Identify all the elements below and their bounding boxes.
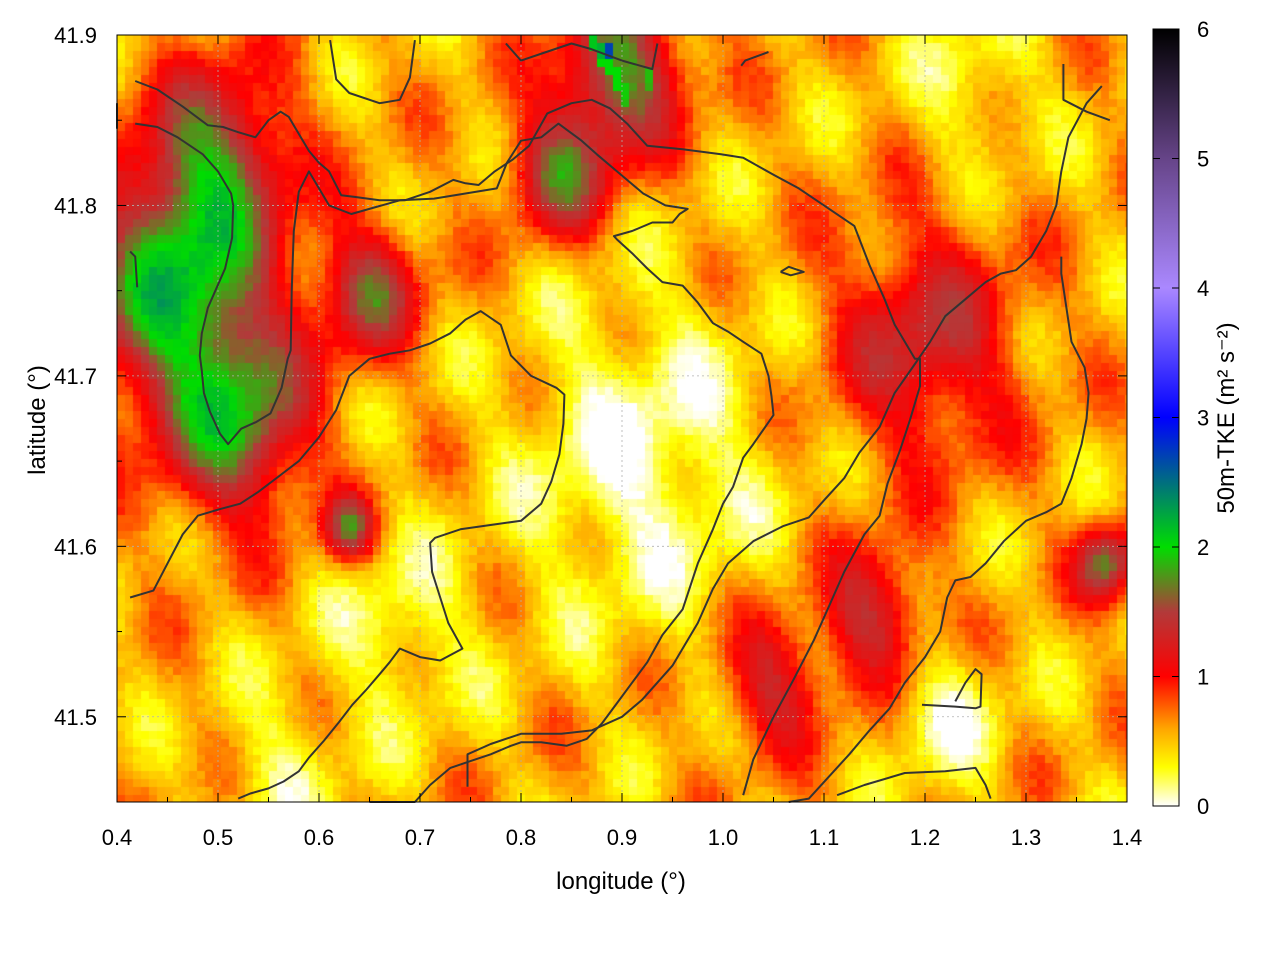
y-tick-label: 41.9 [54, 23, 97, 48]
contour-line-12 [1062, 64, 1111, 122]
x-axis: 0.4 0.5 0.6 0.7 0.8 0.9 1.0 1.1 1.2 1.3 1.4 [102, 35, 1143, 850]
x-tick-label: 1.2 [910, 825, 941, 850]
x-tick-label: 0.8 [506, 825, 537, 850]
contour-line-7 [921, 668, 983, 710]
y-tick-label: 41.5 [54, 705, 97, 730]
contour-line-2 [129, 310, 566, 800]
colorbar-tick-label: 1 [1197, 665, 1209, 690]
x-axis-title: longitude (°) [556, 868, 686, 895]
x-tick-label: 1.1 [809, 825, 840, 850]
heatmap-field [117, 35, 1127, 802]
heatmap-image [117, 35, 1127, 802]
x-tick-label: 0.4 [102, 825, 133, 850]
colorbar-tick-label: 0 [1197, 794, 1209, 819]
contour-line-9 [329, 39, 416, 105]
contour-line-11 [740, 51, 769, 67]
y-axis: 41.5 41.6 41.7 41.8 41.9 [54, 23, 1127, 730]
colorbar-tick-label: 6 [1197, 17, 1209, 42]
y-axis-title: latitude (°) [24, 365, 51, 475]
y-tick-label: 41.6 [54, 534, 97, 559]
y-tick-label: 41.8 [54, 193, 97, 218]
contour-line-0 [134, 80, 921, 796]
y-tick-label: 41.7 [54, 364, 97, 389]
x-tick-label: 1.4 [1112, 825, 1143, 850]
contour-line-6 [836, 766, 992, 799]
x-tick-label: 1.3 [1011, 825, 1042, 850]
x-tick-label: 0.9 [607, 825, 638, 850]
x-tick-label: 0.7 [405, 825, 436, 850]
colorbar-tick-label: 3 [1197, 406, 1209, 431]
contour-line-5 [788, 256, 1090, 803]
contour-line-13 [129, 250, 139, 288]
colorbar-tick-label: 4 [1197, 276, 1209, 301]
contour-line-3 [466, 85, 1103, 787]
x-tick-label: 0.5 [203, 825, 234, 850]
x-tick-label: 1.0 [708, 825, 739, 850]
colorbar-tick-label: 5 [1197, 147, 1209, 172]
colorbar-title: 50m-TKE (m² s⁻²) [1213, 322, 1240, 513]
contour-line-8 [780, 265, 805, 277]
contour-line-1 [135, 122, 775, 803]
x-tick-label: 0.6 [304, 825, 335, 850]
colorbar-tick-label: 2 [1197, 535, 1209, 560]
colorbar: 0 1 2 3 4 5 6 [1152, 17, 1209, 819]
contour-line-10 [505, 42, 659, 71]
